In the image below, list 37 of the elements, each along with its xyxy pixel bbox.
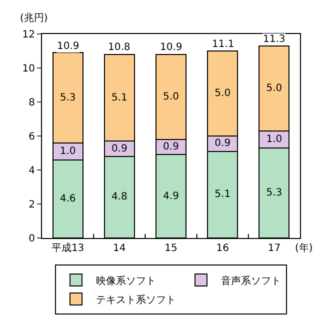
total-label: 11.1 (212, 39, 234, 50)
total-label: 11.3 (263, 34, 286, 45)
data-label: 4.9 (163, 190, 179, 202)
data-label: 5.3 (266, 187, 282, 198)
total-label: 10.8 (108, 42, 130, 53)
data-label: 0.9 (111, 143, 128, 154)
data-label: 1.0 (60, 146, 76, 157)
total-label: 10.9 (57, 41, 80, 52)
data-label: 5.0 (266, 82, 282, 94)
data-label: 5.0 (163, 91, 179, 102)
x-axis-title: (年) (295, 242, 313, 254)
data-label: 0.9 (163, 142, 179, 153)
y-tick-label: 8 (28, 98, 35, 108)
y-tick-label: 4 (28, 166, 35, 176)
x-tick-label: 17 (268, 243, 281, 254)
data-label: 4.6 (60, 193, 76, 204)
data-label: 1.0 (266, 134, 282, 145)
y-tick-label: 6 (28, 132, 35, 142)
legend-label: 音声系ソフト (221, 274, 281, 287)
x-tick-label: 15 (164, 243, 178, 254)
x-tick-label: 16 (216, 243, 229, 254)
y-axis-title: (兆円) (20, 12, 48, 24)
data-label: 5.1 (111, 92, 128, 104)
y-tick-label: 12 (22, 30, 35, 40)
data-label: 5.0 (214, 88, 231, 99)
y-tick-label: 0 (28, 234, 35, 244)
legend-label: 映像系ソフト (96, 274, 156, 287)
data-label: 5.3 (60, 92, 76, 104)
total-label: 10.9 (160, 42, 182, 53)
x-tick-label: 平成13 (51, 242, 84, 254)
y-tick-label: 10 (22, 64, 35, 74)
data-label: 5.1 (214, 189, 231, 200)
legend-label: テキスト系ソフト (96, 294, 176, 306)
x-tick-label: 14 (113, 243, 126, 254)
y-tick-label: 2 (28, 200, 35, 210)
data-label: 4.8 (111, 192, 128, 203)
data-label: 0.9 (214, 138, 231, 150)
